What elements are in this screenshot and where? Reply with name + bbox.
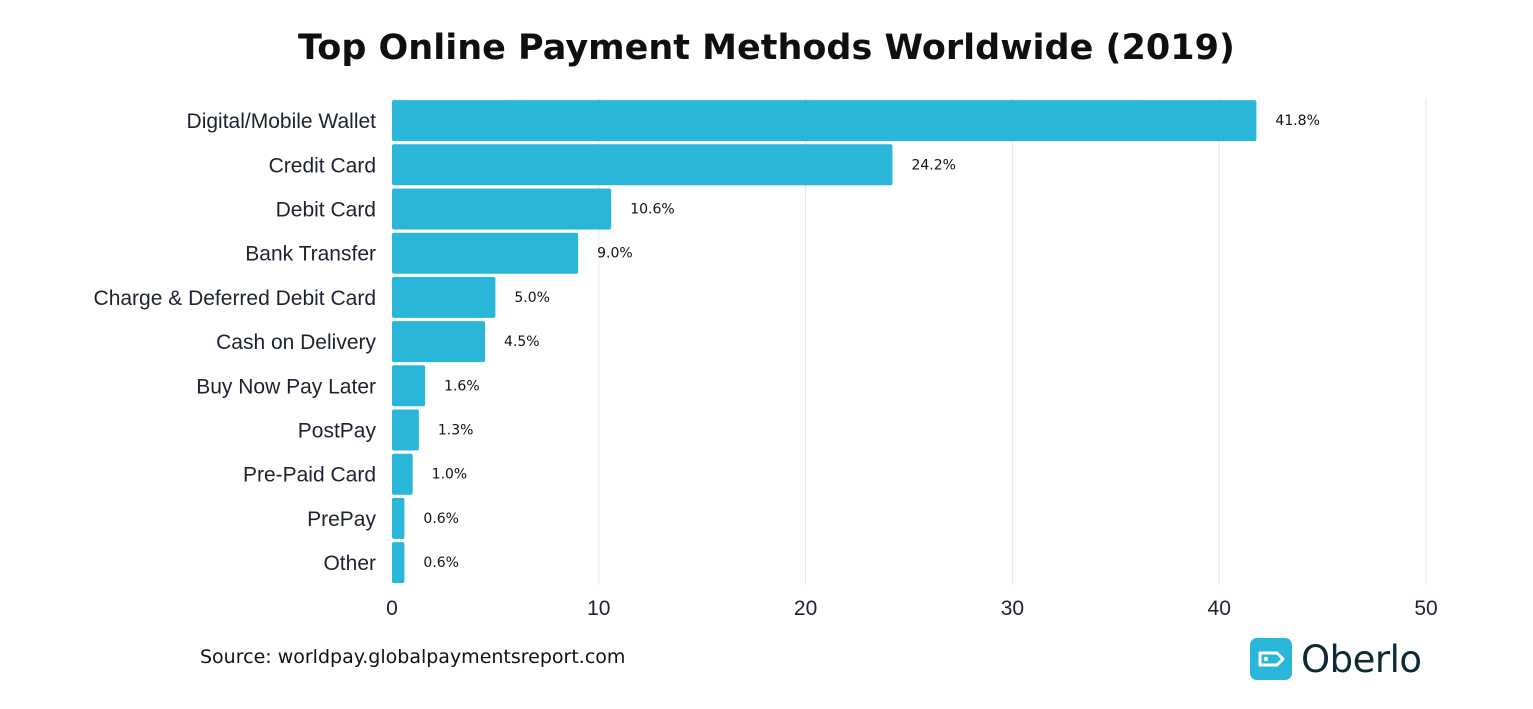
bar	[392, 276, 496, 318]
x-tick-label: 20	[794, 597, 817, 620]
category-label: Bank Transfer	[245, 243, 376, 266]
bar	[392, 409, 419, 451]
data-label: 1.0%	[432, 467, 468, 483]
x-tick-label: 0	[386, 597, 398, 620]
bar	[392, 188, 612, 230]
data-label: 1.3%	[438, 423, 474, 439]
category-label: Buy Now Pay Later	[196, 375, 376, 398]
data-label: 10.6%	[630, 202, 674, 218]
bar	[392, 453, 413, 495]
category-label: Digital/Mobile Wallet	[187, 110, 377, 133]
bar	[392, 497, 405, 539]
bar	[392, 232, 579, 274]
category-label: Pre-Paid Card	[243, 464, 376, 487]
chart-title: Top Online Payment Methods Worldwide (20…	[298, 28, 1235, 68]
data-label: 4.5%	[504, 334, 540, 350]
category-label: PostPay	[298, 420, 377, 443]
x-tick-label: 10	[587, 597, 610, 620]
data-label: 1.6%	[444, 378, 480, 394]
bar	[392, 321, 486, 363]
category-label: PrePay	[307, 508, 376, 531]
data-label: 41.8%	[1275, 113, 1319, 129]
brand-logo: Oberlo	[1250, 636, 1422, 682]
data-label: 24.2%	[911, 157, 955, 173]
bar	[392, 144, 893, 186]
source-note: Source: worldpay.globalpaymentsreport.co…	[200, 646, 626, 668]
bar	[392, 365, 426, 407]
category-label: Debit Card	[276, 199, 376, 222]
bar	[392, 542, 405, 584]
data-label: 5.0%	[514, 290, 550, 306]
x-tick-label: 40	[1208, 597, 1231, 620]
data-label: 0.6%	[423, 511, 459, 527]
tag-icon	[1250, 638, 1292, 680]
data-label: 0.6%	[423, 555, 459, 571]
category-label: Credit Card	[269, 154, 376, 177]
x-tick-label: 30	[1001, 597, 1024, 620]
brand-name: Oberlo	[1301, 637, 1422, 681]
category-label: Other	[323, 552, 376, 575]
category-label: Charge & Deferred Debit Card	[94, 287, 376, 310]
bar	[392, 100, 1257, 142]
x-tick-label: 50	[1414, 597, 1437, 620]
data-label: 9.0%	[597, 246, 633, 262]
category-label: Cash on Delivery	[216, 331, 376, 354]
